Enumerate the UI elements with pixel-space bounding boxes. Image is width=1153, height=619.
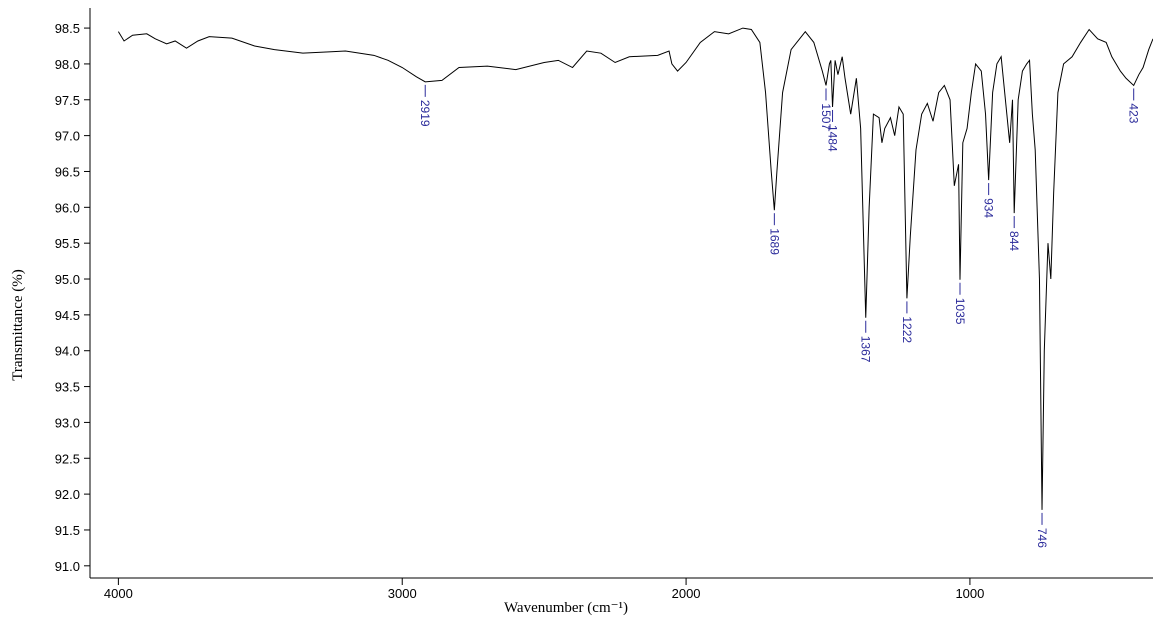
x-tick-label: 3000 <box>388 586 417 601</box>
spectrum-line <box>117 27 1153 510</box>
x-tick-label: 1000 <box>955 586 984 601</box>
peak-label: 844 <box>1007 231 1021 251</box>
peak-label: 2919 <box>418 100 432 127</box>
peak-label: 423 <box>1127 103 1141 123</box>
y-tick-label: 97.0 <box>55 129 80 144</box>
y-tick-label: 95.5 <box>55 236 80 251</box>
peak-label: 1484 <box>826 125 840 152</box>
y-tick-label: 95.0 <box>55 272 80 287</box>
y-tick-label: 93.0 <box>55 415 80 430</box>
y-tick-label: 93.5 <box>55 380 80 395</box>
peak-label: 1367 <box>859 336 873 363</box>
x-tick-label: 4000 <box>104 586 133 601</box>
y-tick-label: 97.5 <box>55 93 80 108</box>
y-tick-label: 94.0 <box>55 344 80 359</box>
peak-label: 1507 <box>819 103 833 130</box>
y-tick-label: 91.5 <box>55 523 80 538</box>
y-tick-label: 91.0 <box>55 559 80 574</box>
y-tick-label: 94.5 <box>55 308 80 323</box>
x-axis-label: Wavenumber (cm⁻¹) <box>504 600 628 616</box>
y-axis-label: Transmittance (%) <box>10 269 26 381</box>
peak-label: 1222 <box>900 316 914 343</box>
peak-label: 1035 <box>953 298 967 325</box>
y-tick-label: 96.0 <box>55 200 80 215</box>
y-tick-label: 96.5 <box>55 164 80 179</box>
y-tick-label: 98.5 <box>55 21 80 36</box>
x-tick-label: 2000 <box>672 586 701 601</box>
y-tick-label: 98.0 <box>55 57 80 72</box>
y-tick-label: 92.5 <box>55 451 80 466</box>
peak-label: 746 <box>1035 528 1049 548</box>
y-tick-label: 92.0 <box>55 487 80 502</box>
peak-label: 1689 <box>767 228 781 255</box>
peak-label: 934 <box>982 198 996 218</box>
